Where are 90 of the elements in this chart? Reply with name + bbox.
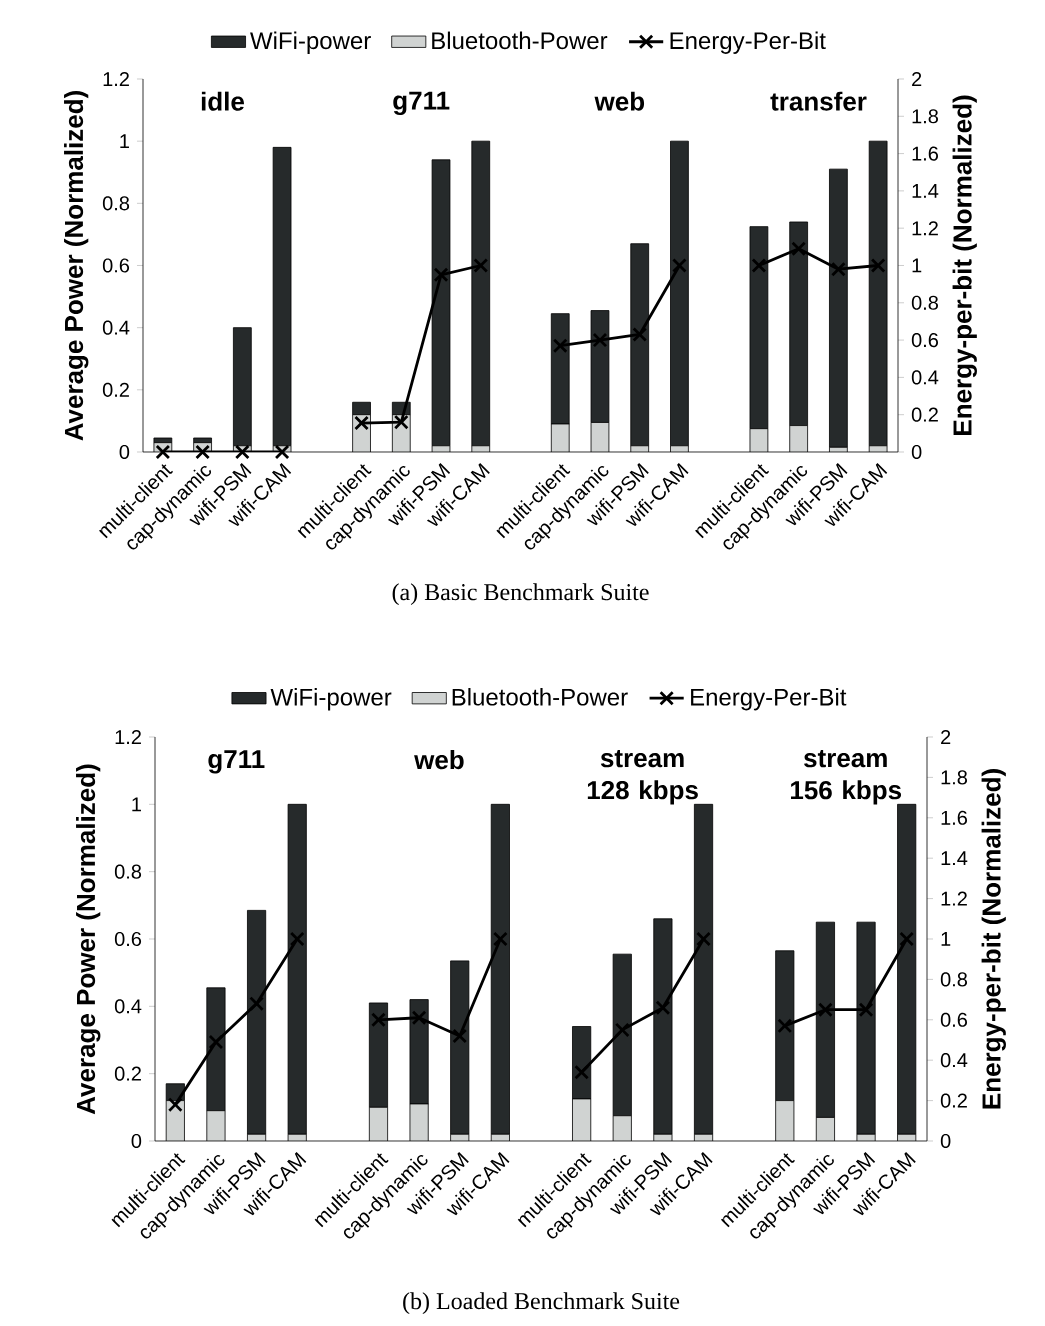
point (592, 333, 607, 348)
point (615, 1022, 630, 1037)
point (574, 1065, 589, 1080)
legend-label: Energy-Per-Bit (691, 688, 847, 711)
legend-label: Bluetooth-Power (432, 31, 608, 50)
bar (789, 425, 808, 452)
y-tick-label: 1.2 (115, 730, 141, 744)
y-axis-title: Average Power (Normalized) (76, 764, 101, 1115)
point (831, 262, 846, 277)
y-tick-label: 0.6 (102, 258, 130, 273)
point (791, 241, 806, 256)
y2-tick-label: 0.4 (911, 370, 939, 385)
bar (193, 437, 212, 444)
y2-tick-label: 0.2 (911, 407, 938, 422)
legend-label: WiFi-power (270, 688, 392, 711)
y2-tick-label: 1.4 (941, 851, 968, 866)
point (493, 931, 508, 946)
point (354, 416, 369, 431)
y-tick-label: 0.8 (102, 196, 130, 211)
annotation: idle (201, 91, 244, 111)
point (777, 1018, 792, 1033)
y-tick-label: 0.2 (114, 1066, 141, 1081)
point (249, 996, 264, 1011)
y2-axis-title: Energy-per-bit (Normalized) (952, 95, 977, 435)
y-tick-label: 0.8 (114, 864, 142, 879)
point (672, 258, 687, 273)
y2-tick-label: 1.4 (912, 184, 939, 198)
point (751, 258, 766, 273)
y-tick-label: 0.4 (102, 320, 130, 335)
y-tick-label: 0 (131, 1133, 142, 1149)
y2-tick-label: 2 (912, 72, 922, 86)
y-axis-title: Average Power (Normalized) (64, 91, 89, 441)
point (434, 267, 449, 282)
y2-tick-label: 0.8 (940, 972, 968, 987)
y2-tick-label: 1 (912, 258, 922, 273)
point (394, 415, 409, 430)
point (655, 1000, 670, 1015)
point (871, 258, 886, 273)
text: (a) Basic Benchmark Suite (392, 583, 649, 606)
point (899, 931, 914, 946)
annotation: g711 (208, 750, 265, 774)
annotation: web (414, 750, 464, 770)
y-tick-label: 0 (119, 444, 130, 460)
point (275, 444, 290, 459)
point (412, 1010, 427, 1025)
point (696, 931, 711, 946)
y2-tick-label: 0 (940, 1133, 951, 1149)
point (208, 1035, 223, 1050)
y-tick-label: 1 (120, 134, 129, 149)
y2-tick-label: 0.6 (911, 333, 939, 348)
y2-tick-label: 0.8 (911, 295, 939, 310)
y2-tick-label: 2 (941, 730, 951, 744)
point (632, 327, 647, 342)
annotation: stream 128 kbps (587, 750, 698, 805)
y2-tick-label: 0.2 (940, 1093, 967, 1108)
point (818, 1002, 833, 1017)
point (155, 444, 170, 459)
y2-tick-label: 1.8 (941, 770, 968, 785)
point (452, 1028, 467, 1043)
point (859, 1002, 874, 1017)
y-tick-label: 1 (132, 797, 141, 812)
point (195, 444, 210, 459)
y2-tick-label: 0.4 (940, 1053, 968, 1068)
point (168, 1097, 183, 1112)
y2-tick-label: 0 (911, 444, 922, 460)
y2-tick-label: 1 (941, 932, 951, 946)
annotation: g711 (393, 91, 450, 116)
point (553, 338, 568, 353)
y-tick-label: 0.2 (102, 382, 129, 397)
y-tick-label: 1.2 (103, 72, 129, 86)
y2-tick-label: 1.6 (941, 810, 968, 825)
legend-label: Energy-Per-Bit (670, 31, 826, 54)
annotation: stream 156 kbps (791, 750, 902, 805)
point (290, 931, 305, 946)
legend-label: WiFi-power (250, 31, 371, 54)
annotation: web (594, 91, 645, 111)
point (371, 1012, 386, 1027)
y2-tick-label: 0.6 (940, 1012, 968, 1027)
y2-tick-label: 1.8 (912, 109, 939, 124)
y2-tick-label: 1.6 (912, 146, 939, 161)
y-tick-label: 0.4 (114, 999, 142, 1014)
point (235, 444, 250, 459)
annotation: transfer (770, 91, 867, 111)
y2-axis-title: Energy-per-bit (Normalized) (981, 769, 1006, 1109)
y2-tick-label: 1.2 (912, 221, 938, 236)
y2-tick-label: 1.2 (941, 891, 967, 906)
point (473, 258, 488, 273)
legend-label: Bluetooth-Power (452, 688, 628, 706)
text: (b) Loaded Benchmark Suite (403, 1292, 680, 1315)
y-tick-label: 0.6 (114, 931, 142, 947)
